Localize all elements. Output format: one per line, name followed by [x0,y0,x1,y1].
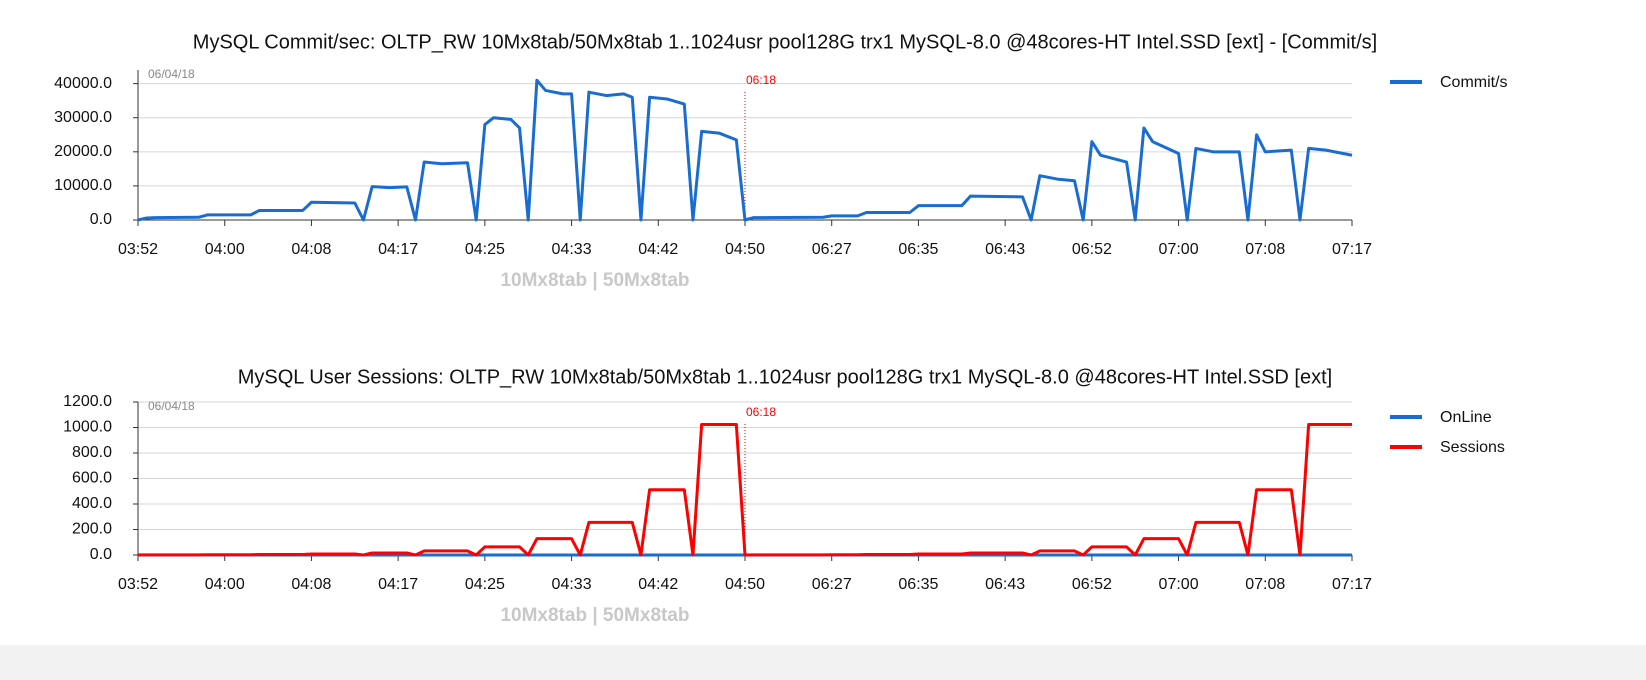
x-tick-label: 03:52 [118,241,158,258]
y-tick-label: 20000.0 [54,143,112,160]
x-tick-label: 06:43 [985,241,1025,258]
y-tick-label: 400.0 [72,495,112,512]
x-tick-label: 06:27 [812,241,852,258]
y-tick-label: 600.0 [72,470,112,487]
x-tick-label: 04:33 [552,241,592,258]
y-tick-label: 0.0 [90,211,112,228]
x-tick-label: 06:43 [985,576,1025,593]
annotation-label: 06:18 [746,405,776,419]
y-tick-label: 40000.0 [54,75,112,92]
x-tick-label: 04:08 [291,576,331,593]
x-tick-label: 06:35 [898,576,938,593]
annotation-label: 06:18 [746,73,776,87]
x-tick-label: 07:00 [1159,576,1199,593]
x-tick-label: 03:52 [118,576,158,593]
x-tick-label: 07:08 [1245,576,1285,593]
x-tick-label: 07:17 [1332,576,1372,593]
x-tick-label: 06:35 [898,241,938,258]
x-tick-label: 07:00 [1159,241,1199,258]
x-axis-label: 10Mx8tab | 50Mx8tab [500,270,689,291]
x-tick-label: 04:25 [465,241,505,258]
x-tick-label: 04:08 [291,241,331,258]
x-tick-label: 04:17 [378,241,418,258]
date-label: 06/04/18 [148,67,195,81]
x-tick-label: 04:42 [638,576,678,593]
y-tick-label: 200.0 [72,521,112,538]
x-axis-label: 10Mx8tab | 50Mx8tab [500,605,689,626]
x-tick-label: 06:52 [1072,241,1112,258]
x-tick-label: 06:27 [812,576,852,593]
footer-bar [0,645,1646,680]
y-tick-label: 30000.0 [54,109,112,126]
y-tick-label: 1000.0 [63,419,112,436]
legend-label: Sessions [1440,439,1505,456]
x-tick-label: 04:50 [725,241,765,258]
x-tick-label: 07:08 [1245,241,1285,258]
x-tick-label: 04:42 [638,241,678,258]
legend-label: Commit/s [1440,74,1508,91]
x-tick-label: 04:00 [205,241,245,258]
x-tick-label: 04:33 [552,576,592,593]
y-tick-label: 10000.0 [54,177,112,194]
x-tick-label: 04:50 [725,576,765,593]
series-line [138,422,1352,557]
y-tick-label: 1200.0 [63,393,112,410]
x-tick-label: 06:52 [1072,576,1112,593]
y-tick-label: 0.0 [90,546,112,563]
chart-title: MySQL Commit/sec: OLTP_RW 10Mx8tab/50Mx8… [193,31,1377,53]
x-tick-label: 04:25 [465,576,505,593]
y-tick-label: 800.0 [72,444,112,461]
x-tick-label: 04:00 [205,576,245,593]
x-tick-label: 07:17 [1332,241,1372,258]
legend-label: OnLine [1440,409,1492,426]
chart-title: MySQL User Sessions: OLTP_RW 10Mx8tab/50… [238,366,1332,388]
series-line [137,78,1353,222]
x-tick-label: 04:17 [378,576,418,593]
date-label: 06/04/18 [148,399,195,413]
